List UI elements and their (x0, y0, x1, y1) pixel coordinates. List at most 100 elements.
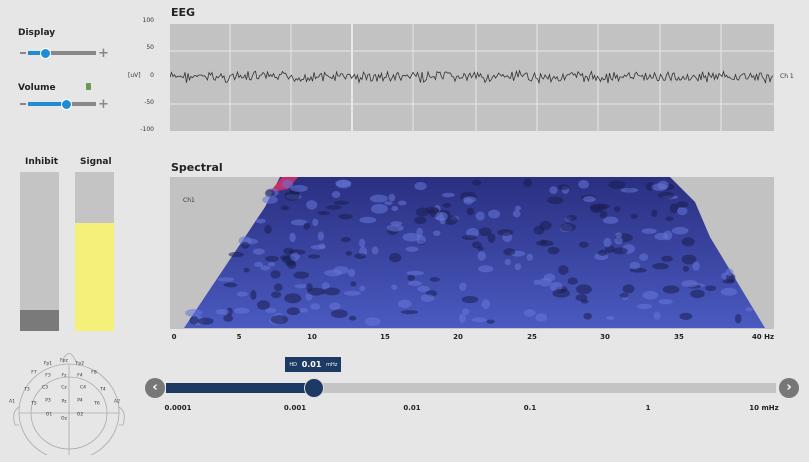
spectral-texture (253, 261, 264, 267)
spectral-texture (690, 289, 705, 299)
spectral-texture (503, 248, 516, 256)
spectral-texture (590, 205, 603, 214)
spectral-texture (681, 237, 695, 247)
spectral-texture (481, 299, 491, 310)
volume-slider-fill (28, 102, 66, 106)
spectral-texture (549, 186, 558, 195)
spectral-texture (475, 211, 485, 221)
spectral-texture (620, 187, 639, 193)
volume-plus-button[interactable]: + (98, 97, 109, 112)
spectral-texture (358, 238, 366, 248)
tooltip-value: 0.01 (301, 360, 322, 369)
display-minus-button[interactable] (20, 52, 26, 54)
spectral-texture (560, 222, 576, 232)
spectral-texture (417, 285, 430, 292)
spectral-texture (540, 239, 547, 245)
spectral-texture (429, 277, 440, 282)
spectral-texture (256, 300, 270, 310)
spectral-texture (317, 231, 325, 241)
spectral-texture (583, 196, 596, 203)
spectral-texture (615, 232, 622, 238)
spectral-texture (189, 316, 199, 325)
spectral-texture (347, 268, 356, 277)
spectral-texture (369, 194, 388, 203)
spectral-texture (466, 207, 475, 216)
spectral-texture (653, 311, 661, 320)
spectral-texture (543, 273, 556, 282)
spectral-texture (603, 237, 612, 248)
spectral-texture (241, 241, 250, 249)
spectral-texture (641, 228, 657, 234)
spectral-texture (535, 313, 548, 322)
spectral-texture (442, 203, 452, 208)
electrode-label: A1 (9, 399, 15, 405)
spectral-texture (478, 265, 494, 273)
spectral-texture (270, 270, 281, 279)
spectral-texture (293, 271, 310, 279)
spectral-texture (255, 218, 266, 224)
spectral-texture (390, 221, 403, 226)
eeg-plot (170, 24, 774, 131)
spectral-xtick: 35 (674, 333, 684, 341)
spectral-texture (597, 249, 608, 256)
spectral-texture (558, 184, 569, 191)
display-plus-button[interactable]: + (98, 46, 109, 61)
spectral-texture (567, 277, 578, 285)
spectral-texture (720, 287, 738, 296)
spectral-texture (658, 298, 673, 305)
spectral-texture (289, 232, 296, 243)
spectral-texture (705, 285, 717, 291)
spectral-texture (402, 232, 420, 242)
spectral-texture (290, 252, 300, 261)
spectral-texture (323, 287, 341, 296)
spectral-xtick: 40 Hz (751, 333, 775, 341)
threshold-slider-knob[interactable] (304, 378, 325, 398)
spectral-texture (619, 293, 629, 298)
spectral-texture (330, 309, 348, 319)
spectral-texture (606, 315, 615, 320)
eeg-title: EEG (171, 6, 196, 19)
spectral-texture (462, 308, 470, 316)
spectral-texture (303, 222, 311, 230)
slider-left-button[interactable]: ‹ (145, 378, 165, 398)
tooltip-unit: mHz (326, 361, 338, 368)
eeg-channel-label: Ch 1 (780, 73, 794, 80)
threshold-tick: 10 mHz (749, 404, 779, 412)
electrode-label: T3 (24, 387, 30, 393)
electrode-label: P3 (45, 398, 51, 404)
electrode-label: F3 (45, 373, 51, 379)
electrode-label: Fpz (60, 358, 68, 364)
display-slider[interactable] (28, 51, 96, 55)
spectral-texture (661, 255, 673, 262)
spectral-texture (614, 206, 621, 212)
spectral-texture (268, 262, 276, 267)
spectral-texture (389, 252, 402, 263)
eeg-trace (170, 69, 774, 85)
spectral-texture (338, 213, 353, 220)
spectral-texture (725, 268, 734, 276)
spectral-texture (433, 230, 441, 236)
spectral-xtick: 5 (236, 333, 242, 341)
spectral-texture (273, 283, 283, 292)
spectral-texture (533, 225, 545, 235)
spectral-texture (326, 205, 342, 210)
spectral-texture (478, 227, 492, 237)
threshold-slider-fill (166, 383, 314, 393)
slider-right-button[interactable]: › (779, 378, 799, 398)
volume-slider-knob[interactable] (61, 99, 72, 110)
spectral-texture (290, 184, 308, 192)
spectral-texture (321, 282, 330, 290)
volume-minus-button[interactable] (20, 103, 26, 105)
spectral-texture (348, 315, 357, 321)
display-slider-knob[interactable] (40, 48, 51, 59)
spectral-texture (359, 285, 366, 292)
spectral-texture (575, 294, 588, 302)
threshold-slider[interactable] (166, 383, 776, 393)
speaker-icon[interactable] (86, 83, 91, 90)
threshold-tick: 0.01 (403, 404, 421, 412)
spectral-texture (264, 189, 275, 198)
spectral-texture (629, 261, 641, 270)
spectral-texture (734, 313, 742, 324)
spectral-texture (226, 307, 233, 316)
spectral-texture (233, 307, 250, 314)
